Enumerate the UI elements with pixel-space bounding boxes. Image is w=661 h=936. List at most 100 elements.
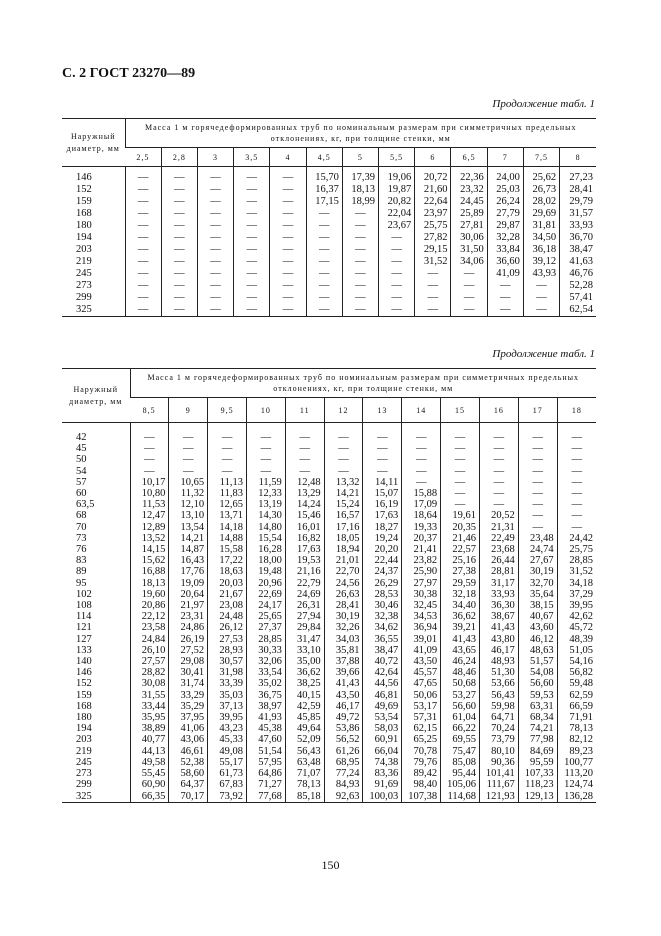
mass-cell: 40,77 <box>129 734 169 746</box>
mass-cell: 21,41 <box>401 544 441 556</box>
mass-cell: — <box>378 304 415 317</box>
mass-cell: 16,28 <box>245 544 286 556</box>
table-row: 273 55,45 58,60 61,73 64,86 71,07 77,24 83,36 89… <box>62 768 597 780</box>
mass-cell: 100,77 <box>556 756 597 769</box>
mass-cell: — <box>233 184 270 196</box>
mass-cell: 30,38 <box>401 588 441 601</box>
mass-cell: — <box>305 208 343 220</box>
mass-cell: — <box>196 244 234 256</box>
mass-cell: 23,31 <box>168 611 208 623</box>
mass-cell: 55,45 <box>129 768 169 780</box>
table-row: 57 10,17 10,65 11,13 11,59 12,48 13,32 14,11— — —… <box>62 476 597 489</box>
mass-cell: 24,37 <box>362 566 402 578</box>
mass-cell: 95,59 <box>517 756 558 769</box>
mass-cell: 21,01 <box>323 555 363 567</box>
mass-cell: 55,17 <box>207 756 247 769</box>
mass-cell: 124,74 <box>556 779 597 791</box>
mass-cell: 89,42 <box>401 768 441 780</box>
mass-cell: — <box>305 220 343 232</box>
mass-cell: — <box>196 220 234 232</box>
mass-cell: 25,75 <box>556 544 597 556</box>
mass-cell: — <box>323 454 363 466</box>
mass-cell: 28,41 <box>323 600 363 612</box>
mass-cell: 47,60 <box>245 734 286 746</box>
mass-cell: 30,06 <box>450 232 488 244</box>
mass-cell: 71,91 <box>556 712 597 724</box>
mass-cell: — <box>124 268 162 280</box>
mass-cell: — <box>233 244 270 256</box>
diameter-cell: 159 <box>76 196 92 207</box>
mass-cell: 27,53 <box>207 633 247 645</box>
mass-cell: — <box>160 208 198 220</box>
mass-cell: — <box>414 304 451 317</box>
table-body: 146— — — — —15,70 17,39 19,06 20,72 22,36 24,00 25… <box>62 166 597 317</box>
mass-cell: 32,28 <box>486 232 524 244</box>
mass-cell: 62,59 <box>556 689 597 701</box>
mass-cell: 58,03 <box>362 723 402 735</box>
mass-cell: — <box>196 196 234 208</box>
mass-cell: — <box>233 196 270 208</box>
mass-cell: — <box>522 292 560 304</box>
group-header: Масса 1 м горячедеформированных труб по … <box>124 118 597 148</box>
mass-cell: — <box>124 196 162 208</box>
mass-cell: 33,93 <box>559 220 597 232</box>
mass-cell: — <box>129 443 169 455</box>
table-row: 63,5 11,53 12,10 12,65 13,19 14,24 15,24 16,19 1… <box>62 499 597 511</box>
table-row: 159— — — — —17,15 18,99 20,82 22,64 24,45 26,24 28… <box>62 196 597 208</box>
mass-cell: 59,48 <box>556 678 597 690</box>
mass-cell: 56,60 <box>440 700 480 713</box>
table-row: 102 19,60 20,64 21,67 22,69 24,69 26,63 28,53 30… <box>62 588 597 601</box>
header-row: 2,5 2,8 3 3,5 4 4,5 5 5,5 6 6,5 7 7,5 8 <box>62 147 597 167</box>
mass-cell: 37,95 <box>168 712 208 724</box>
mass-cell: — <box>196 256 234 268</box>
mass-cell: — <box>478 422 519 444</box>
mass-cell: 48,93 <box>478 656 519 668</box>
mass-cell: 45,72 <box>556 622 597 634</box>
mass-cell: 23,08 <box>207 600 247 612</box>
mass-cell: 53,86 <box>323 723 363 735</box>
mass-cell: — <box>124 280 162 292</box>
diameter-cell: 45 <box>76 443 87 455</box>
mass-cell: 14,87 <box>168 544 208 556</box>
mass-cell: — <box>196 292 234 304</box>
mass-cell: 64,37 <box>168 779 208 791</box>
thickness-header: 10 <box>245 397 286 423</box>
thickness-header: 8,5 <box>130 397 169 423</box>
mass-cell: 14,18 <box>207 521 247 533</box>
table-row: 95 18,13 19,09 20,03 20,96 22,79 24,56 26,29 27,… <box>62 577 597 589</box>
mass-cell: 29,79 <box>559 196 597 208</box>
mass-cell: 18,64 <box>401 510 441 522</box>
diameter-cell: 140 <box>76 656 92 668</box>
mass-cell: — <box>378 256 415 268</box>
mass-cell: 52,09 <box>284 734 325 746</box>
table-row: 219— — — — — — — —31,52 34,06 36,60 39,12 41,63 <box>62 256 597 268</box>
diameter-cell: 63,5 <box>76 499 95 511</box>
mass-cell: — <box>440 499 480 511</box>
mass-cell: — <box>269 268 307 280</box>
mass-cell: — <box>517 476 558 489</box>
mass-cell: — <box>517 488 558 500</box>
mass-cell: — <box>517 510 558 522</box>
mass-cell: 28,85 <box>245 633 286 645</box>
mass-cell: 100,03 <box>362 790 402 803</box>
mass-cell: 14,21 <box>168 532 208 545</box>
mass-cell: 43,50 <box>323 689 363 701</box>
table-row: 152— — — — —16,37 18,13 19,87 21,60 23,32 25,03 26… <box>62 184 597 196</box>
mass-cell: — <box>517 465 558 477</box>
table-row: 73 13,52 14,21 14,88 15,54 16,82 18,05 19,24 20,… <box>62 532 597 545</box>
mass-cell: 31,17 <box>478 577 519 589</box>
diameter-cell: 108 <box>76 600 92 612</box>
mass-cell: 36,60 <box>486 256 524 268</box>
mass-cell: 70,24 <box>478 723 519 735</box>
mass-cell: 74,38 <box>362 756 402 769</box>
mass-cell: 33,10 <box>284 644 325 657</box>
mass-cell: 12,10 <box>168 499 208 511</box>
mass-cell: 28,82 <box>129 667 169 679</box>
mass-cell: 53,27 <box>440 689 480 701</box>
mass-cell: 41,43 <box>440 633 480 645</box>
mass-cell: — <box>450 292 488 304</box>
mass-cell: 26,73 <box>522 184 560 196</box>
mass-cell: 15,70 <box>305 166 343 184</box>
mass-cell: 34,03 <box>323 633 363 645</box>
mass-cell: 30,08 <box>129 678 169 690</box>
